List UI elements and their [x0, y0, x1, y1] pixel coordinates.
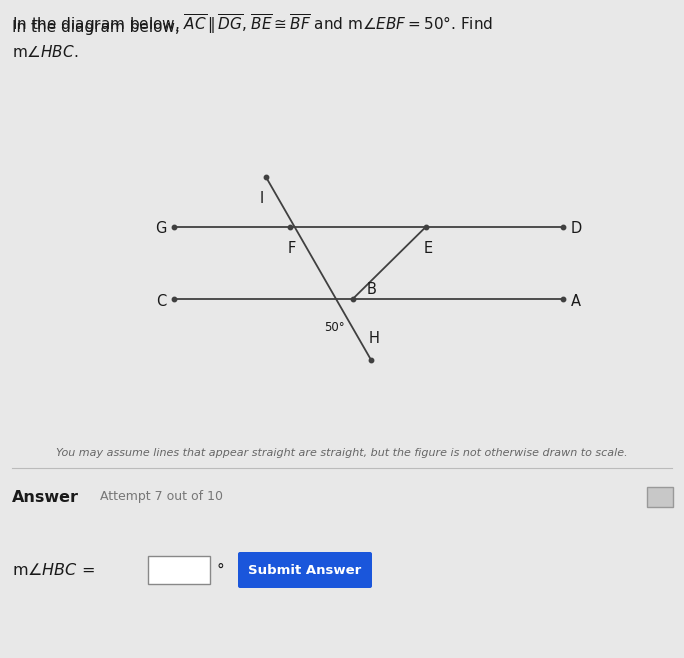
Text: Attempt 7 out of 10: Attempt 7 out of 10 [100, 490, 223, 503]
Text: m$\angle HBC$.: m$\angle HBC$. [12, 44, 79, 60]
Text: E: E [423, 241, 432, 256]
Text: Submit Answer: Submit Answer [248, 563, 362, 576]
Text: A: A [570, 293, 581, 309]
FancyBboxPatch shape [238, 552, 372, 588]
Text: F: F [287, 241, 295, 256]
Text: H: H [369, 330, 380, 345]
Text: B: B [367, 282, 376, 297]
Text: In the diagram below, $\overline{AC}\,\|\,\overline{DG}$, $\overline{BE}\cong\ov: In the diagram below, $\overline{AC}\,\|… [12, 12, 493, 36]
Text: In the diagram below,: In the diagram below, [12, 20, 185, 35]
Text: You may assume lines that appear straight are straight, but the figure is not ot: You may assume lines that appear straigh… [56, 448, 628, 458]
Text: G: G [155, 221, 166, 236]
Text: I: I [260, 191, 264, 206]
Text: °: ° [216, 563, 224, 578]
FancyBboxPatch shape [647, 487, 673, 507]
Text: Answer: Answer [12, 490, 79, 505]
Text: C: C [156, 293, 166, 309]
Text: m$\angle HBC$ =: m$\angle HBC$ = [12, 562, 95, 578]
Text: 50°: 50° [324, 321, 345, 334]
Text: D: D [570, 221, 582, 236]
FancyBboxPatch shape [148, 556, 210, 584]
